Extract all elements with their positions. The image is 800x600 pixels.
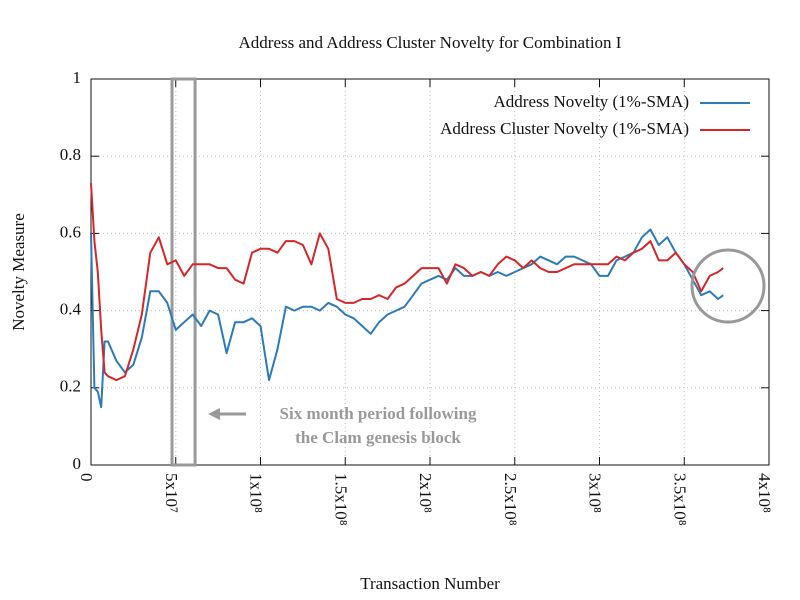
x-tick-label: 5x10⁷ [162,473,181,513]
legend-label: Address Cluster Novelty (1%-SMA) [440,119,689,138]
y-axis-label: Novelty Measure [9,213,28,331]
x-tick-label: 3x10⁸ [586,473,605,513]
x-tick-label: 0 [77,473,96,482]
y-tick-label: 1 [73,68,82,87]
y-tick-label: 0.4 [60,300,82,319]
x-tick-label: 4x10⁸ [755,473,774,513]
legend-label: Address Novelty (1%-SMA) [494,92,689,111]
annotation: the Clam genesis block [295,428,461,447]
annotation-arrow [208,408,246,420]
y-tick-label: 0.2 [60,377,81,396]
x-tick-label: 1.5x10⁸ [331,473,350,526]
data-line [90,228,724,409]
plot: 0 0.2 0.4 0.6 0.8 1 0 5x10⁷ 1x10⁸ 1.5x10⁸ 2x10⁸ 2.5… [60,68,774,526]
y-tick-label: 0.8 [60,145,81,164]
x-tick-label: 1x10⁸ [247,473,266,513]
x-tick-label: 3.5x10⁸ [670,473,689,526]
x-tick-label: 2x10⁸ [416,473,435,513]
highlight-circle [690,248,766,324]
y-tick-label: 0 [73,454,82,473]
annotation: Six month period following [280,404,477,423]
x-axis-label: Transaction Number [360,574,500,593]
data-line [90,183,724,382]
highlight-box [170,77,197,467]
chart-title: Address and Address Cluster Novelty for … [239,33,622,52]
y-tick-label: 0.6 [60,222,81,241]
x-tick-label: 2.5x10⁸ [501,473,520,526]
